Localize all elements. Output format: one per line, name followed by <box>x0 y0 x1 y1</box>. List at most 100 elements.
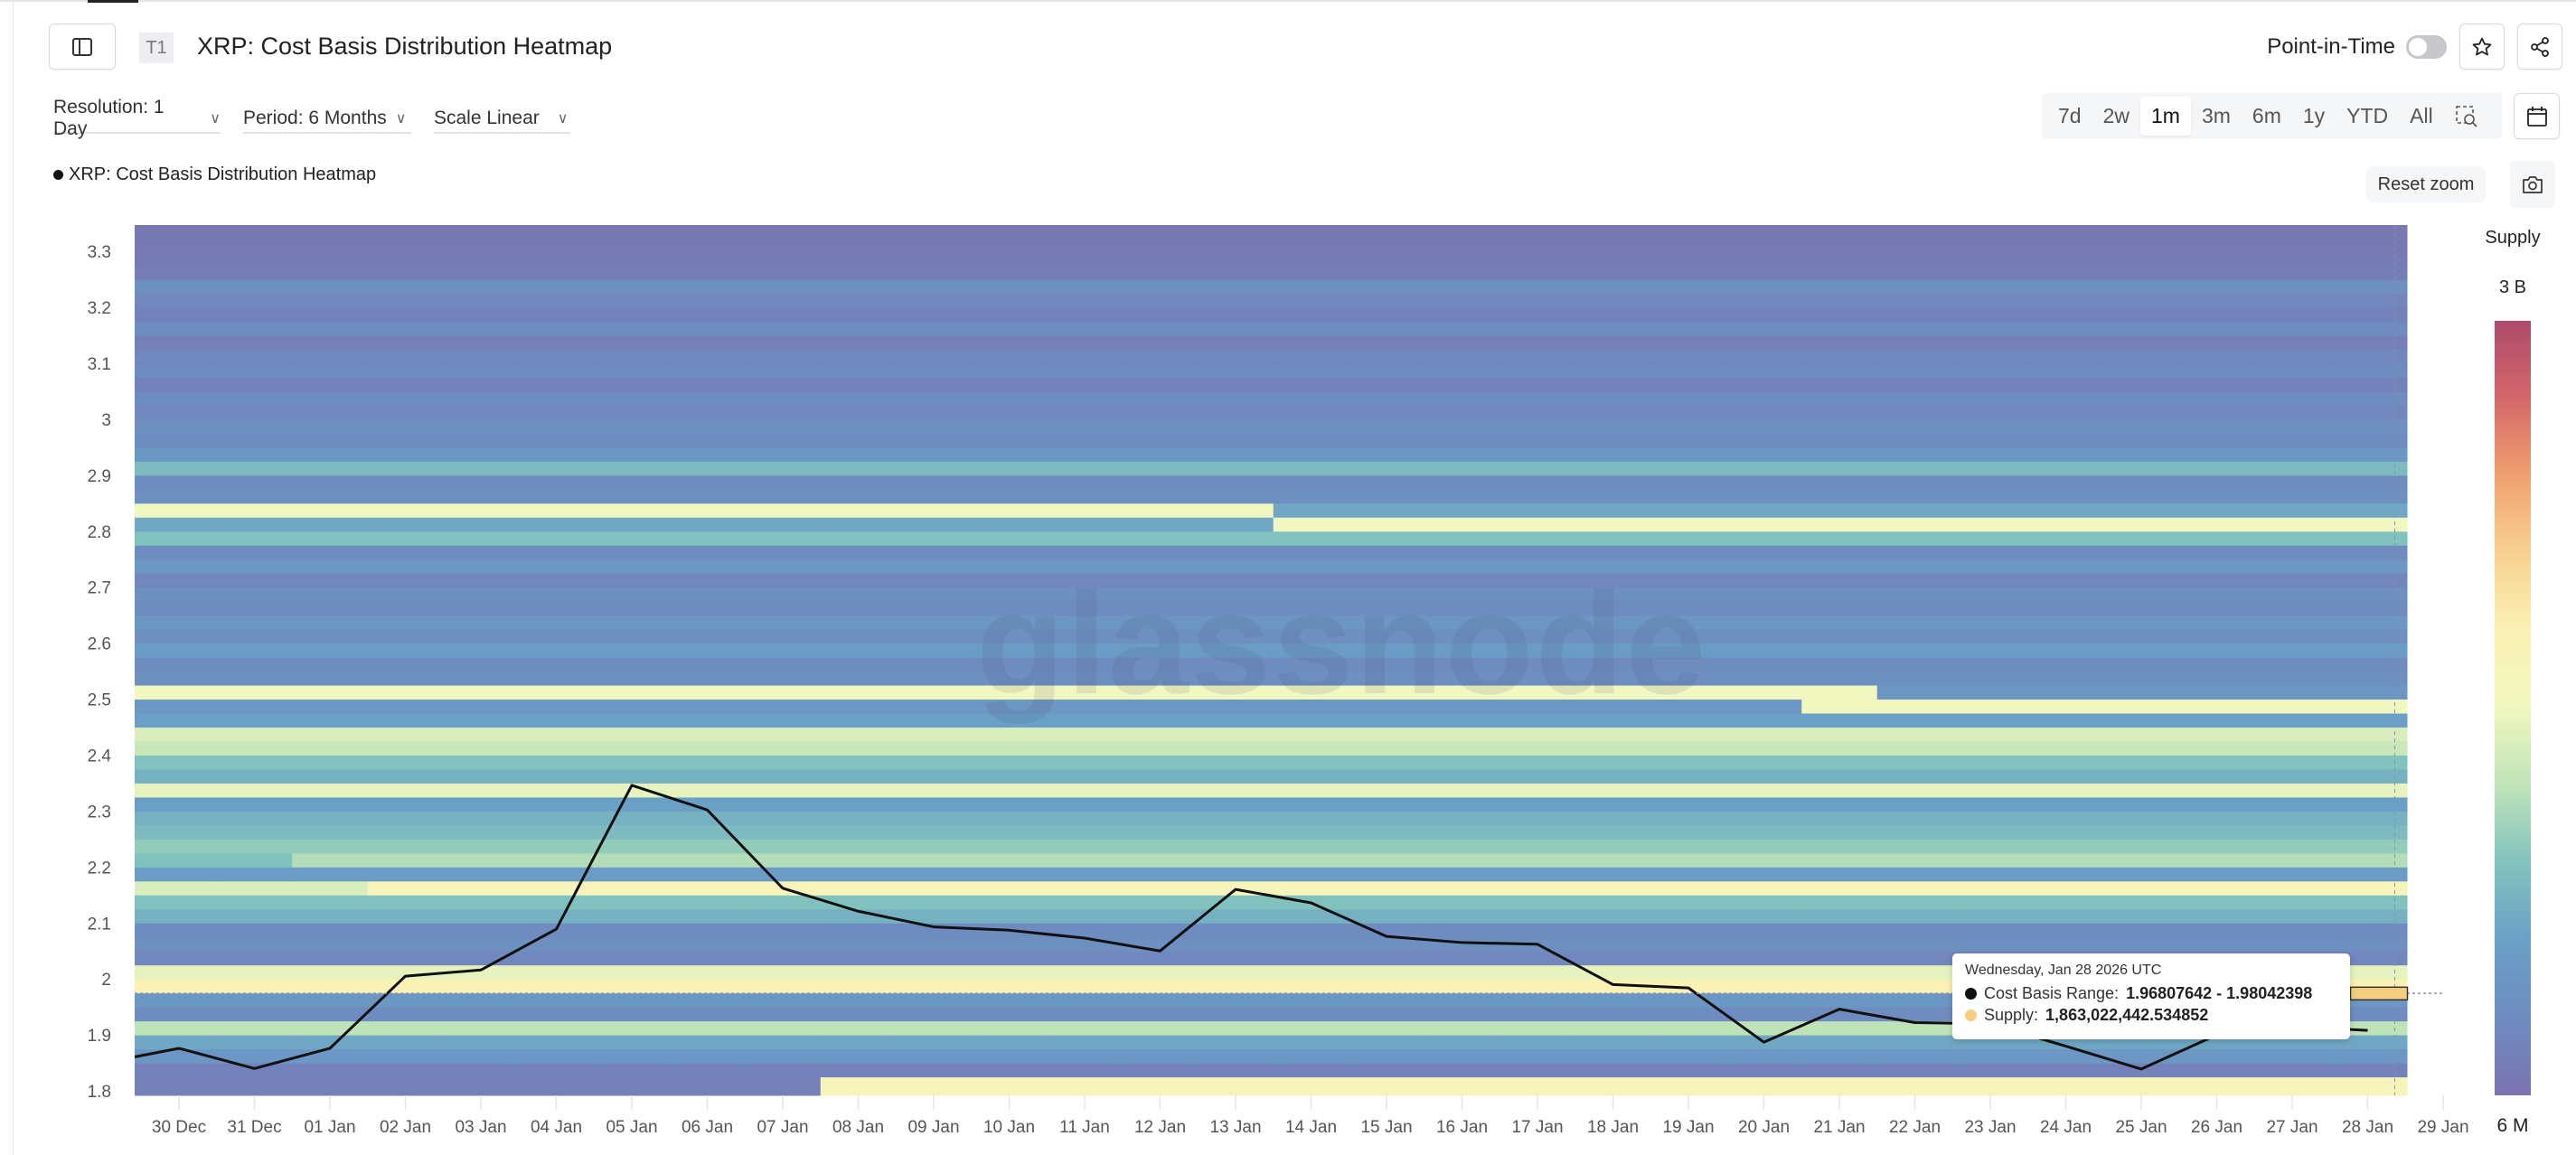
heatmap-cell[interactable] <box>1198 446 1274 462</box>
heatmap-cell[interactable] <box>2254 796 2331 812</box>
heatmap-cell[interactable] <box>971 811 1048 826</box>
heatmap-cell[interactable] <box>1801 433 1878 448</box>
heatmap-cell[interactable] <box>1198 405 1274 420</box>
heatmap-cell[interactable] <box>135 1076 142 1096</box>
heatmap-cell[interactable] <box>1198 433 1274 448</box>
heatmap-cell[interactable] <box>2254 433 2331 448</box>
heatmap-cell[interactable] <box>2254 895 2331 910</box>
heatmap-cell[interactable] <box>594 587 671 602</box>
heatmap-cell[interactable] <box>292 824 369 840</box>
heatmap-cell[interactable] <box>1725 1020 1802 1036</box>
heatmap-cell[interactable] <box>443 293 520 308</box>
heatmap-cell[interactable] <box>896 657 973 672</box>
heatmap-cell[interactable] <box>1500 783 1576 798</box>
heatmap-cell[interactable] <box>1801 824 1878 840</box>
heatmap-cell[interactable] <box>1725 377 1802 392</box>
heatmap-cell[interactable] <box>1349 951 1425 966</box>
heatmap-cell[interactable] <box>1876 418 1953 434</box>
heatmap-cell[interactable] <box>135 979 142 994</box>
heatmap-cell[interactable] <box>518 951 595 966</box>
heatmap-cell[interactable] <box>669 502 746 518</box>
heatmap-cell[interactable] <box>971 615 1048 630</box>
heatmap-cell[interactable] <box>1122 671 1199 686</box>
heatmap-cell[interactable] <box>216 225 293 239</box>
heatmap-cell[interactable] <box>292 951 369 966</box>
heatmap-cell[interactable] <box>1650 643 1727 658</box>
heatmap-cell[interactable] <box>443 349 520 364</box>
heatmap-cell[interactable] <box>135 335 142 350</box>
heatmap-cell[interactable] <box>2329 573 2408 588</box>
heatmap-cell[interactable] <box>669 489 746 504</box>
heatmap-cell[interactable] <box>594 1076 671 1096</box>
heatmap-cell[interactable] <box>2178 335 2255 350</box>
heatmap-cell[interactable] <box>292 964 369 980</box>
heatmap-cell[interactable] <box>820 643 897 658</box>
heatmap-cell[interactable] <box>367 740 444 756</box>
heatmap-cell[interactable] <box>292 573 369 588</box>
heatmap-cell[interactable] <box>1801 727 1878 742</box>
heatmap-cell[interactable] <box>141 1063 218 1078</box>
heatmap-cell[interactable] <box>1424 601 1500 616</box>
heatmap-cell[interactable] <box>669 349 746 364</box>
heatmap-cell[interactable] <box>2103 852 2180 868</box>
heatmap-cell[interactable] <box>292 461 369 476</box>
heatmap-cell[interactable] <box>1198 796 1274 812</box>
heatmap-cell[interactable] <box>971 1063 1048 1078</box>
heatmap-cell[interactable] <box>135 377 142 392</box>
heatmap-cell[interactable] <box>1047 685 1123 700</box>
heatmap-cell[interactable] <box>518 783 595 798</box>
heatmap-cell[interactable] <box>1575 251 1651 267</box>
heatmap-cell[interactable] <box>1650 811 1727 826</box>
heatmap-cell[interactable] <box>1273 992 1349 1008</box>
heatmap-cell[interactable] <box>292 362 369 378</box>
heatmap-cell[interactable] <box>216 587 293 602</box>
heatmap-cell[interactable] <box>2254 418 2331 434</box>
heatmap-cell[interactable] <box>1122 1035 1199 1050</box>
heatmap-cell[interactable] <box>367 615 444 630</box>
heatmap-cell[interactable] <box>1876 587 1953 602</box>
heatmap-cell[interactable] <box>1876 601 1953 616</box>
heatmap-cell[interactable] <box>518 796 595 812</box>
heatmap-cell[interactable] <box>2178 225 2255 239</box>
heatmap-cell[interactable] <box>1876 1076 1953 1096</box>
heatmap-cell[interactable] <box>1198 265 1274 280</box>
heatmap-cell[interactable] <box>1650 433 1727 448</box>
heatmap-cell[interactable] <box>2103 768 2180 784</box>
heatmap-cell[interactable] <box>1424 657 1500 672</box>
heatmap-cell[interactable] <box>1952 657 2029 672</box>
heatmap-cell[interactable] <box>443 251 520 267</box>
heatmap-cell[interactable] <box>2254 657 2331 672</box>
heatmap-cell[interactable] <box>2103 1076 2180 1096</box>
heatmap-cell[interactable] <box>971 727 1048 742</box>
heatmap-cell[interactable] <box>2103 293 2180 308</box>
heatmap-cell[interactable] <box>2329 671 2408 686</box>
heatmap-cell[interactable] <box>1500 279 1576 295</box>
heatmap-cell[interactable] <box>1575 671 1651 686</box>
heatmap-cell[interactable] <box>1650 545 1727 560</box>
heatmap-cell[interactable] <box>1650 713 1727 728</box>
heatmap-cell[interactable] <box>367 559 444 574</box>
heatmap-cell[interactable] <box>745 474 822 490</box>
screenshot-button[interactable] <box>2510 161 2555 208</box>
heatmap-cell[interactable] <box>820 377 897 392</box>
heatmap-cell[interactable] <box>1575 405 1651 420</box>
heatmap-cell[interactable] <box>1575 502 1651 518</box>
heatmap-cell[interactable] <box>745 727 822 742</box>
heatmap-cell[interactable] <box>1424 713 1500 728</box>
heatmap-cell[interactable] <box>1122 293 1199 308</box>
heatmap-cell[interactable] <box>896 251 973 267</box>
heatmap-cell[interactable] <box>141 531 218 546</box>
heatmap-cell[interactable] <box>669 839 746 854</box>
heatmap-cell[interactable] <box>971 293 1048 308</box>
heatmap-cell[interactable] <box>292 699 369 714</box>
heatmap-cell[interactable] <box>2027 489 2104 504</box>
heatmap-cell[interactable] <box>1198 279 1274 295</box>
heatmap-cell[interactable] <box>1500 545 1576 560</box>
heatmap-cell[interactable] <box>745 615 822 630</box>
heatmap-cell[interactable] <box>135 824 142 840</box>
heatmap-cell[interactable] <box>1198 657 1274 672</box>
heatmap-cell[interactable] <box>367 979 444 994</box>
heatmap-cell[interactable] <box>141 349 218 364</box>
heatmap-cell[interactable] <box>1801 225 1878 239</box>
heatmap-cell[interactable] <box>141 783 218 798</box>
